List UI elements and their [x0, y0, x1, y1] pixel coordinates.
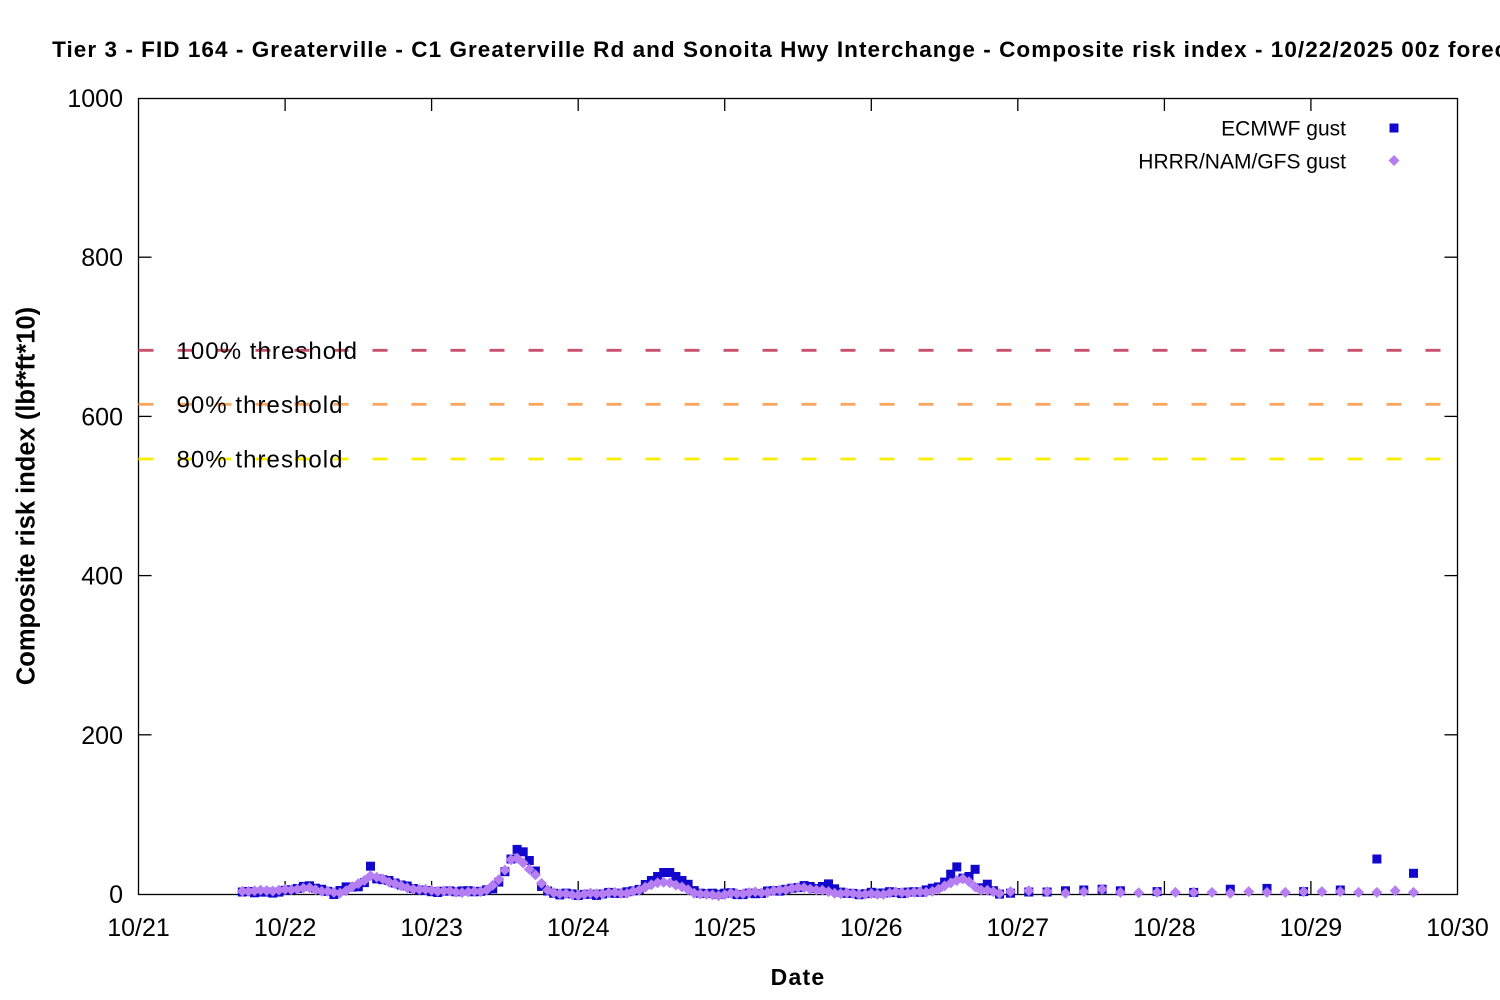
svg-text:10/23: 10/23 [400, 914, 463, 942]
svg-text:10/21: 10/21 [107, 914, 170, 942]
svg-text:Date: Date [771, 964, 826, 990]
svg-text:Composite risk index (lbf*ft*1: Composite risk index (lbf*ft*10) [13, 307, 41, 685]
svg-text:10/27: 10/27 [987, 914, 1050, 942]
svg-text:800: 800 [81, 244, 123, 272]
svg-text:Tier 3 - FID 164 - Greatervill: Tier 3 - FID 164 - Greaterville - C1 Gre… [52, 37, 1500, 62]
svg-text:1000: 1000 [67, 85, 123, 113]
svg-text:400: 400 [81, 563, 123, 591]
svg-text:10/26: 10/26 [840, 914, 903, 942]
svg-text:10/28: 10/28 [1133, 914, 1196, 942]
svg-text:ECMWF gust: ECMWF gust [1221, 118, 1346, 141]
svg-text:10/30: 10/30 [1426, 914, 1489, 942]
svg-text:80% threshold: 80% threshold [177, 447, 344, 474]
svg-text:10/22: 10/22 [254, 914, 317, 942]
svg-text:10/25: 10/25 [693, 914, 756, 942]
svg-text:100% threshold: 100% threshold [177, 338, 358, 365]
svg-text:HRRR/NAM/GFS gust: HRRR/NAM/GFS gust [1138, 151, 1346, 174]
svg-text:10/24: 10/24 [547, 914, 610, 942]
svg-text:600: 600 [81, 403, 123, 431]
svg-text:0: 0 [109, 881, 123, 909]
svg-text:10/29: 10/29 [1280, 914, 1343, 942]
svg-text:200: 200 [81, 722, 123, 750]
svg-text:90% threshold: 90% threshold [177, 392, 344, 419]
